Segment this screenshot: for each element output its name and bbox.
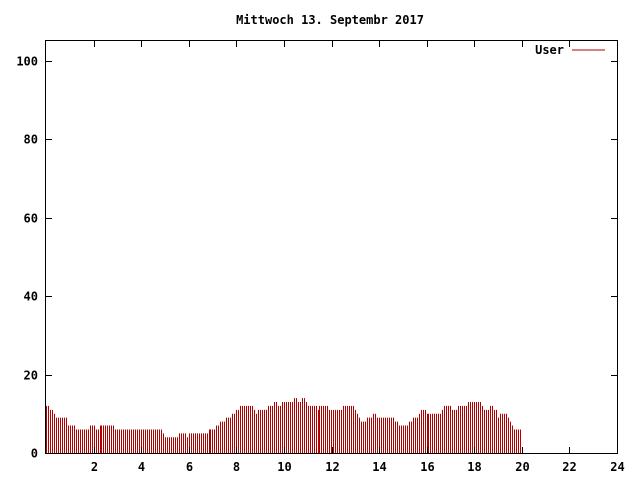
y-tick-label: 60 (24, 212, 38, 226)
chart-title: Mittwoch 13. Septembr 2017 (236, 13, 424, 27)
y-tick-label: 20 (24, 369, 38, 383)
y-tick-label: 40 (24, 290, 38, 304)
x-tick-label: 6 (186, 460, 193, 474)
legend-label-user: User (535, 43, 564, 57)
x-tick-label: 8 (233, 460, 240, 474)
y-tick-label: 100 (16, 55, 38, 69)
y-tick-label: 0 (31, 447, 38, 461)
x-tick-label: 2 (91, 460, 98, 474)
x-tick-label: 20 (515, 460, 529, 474)
x-tick-label: 12 (325, 460, 339, 474)
x-tick-label: 24 (610, 460, 624, 474)
x-tick-label: 18 (467, 460, 481, 474)
legend: User (535, 43, 605, 57)
plot-border (45, 40, 618, 454)
y-tick-label: 80 (24, 133, 38, 147)
x-tick-label: 16 (420, 460, 434, 474)
x-tick-label: 4 (138, 460, 145, 474)
x-tick-label: 10 (277, 460, 291, 474)
x-tick-label: 14 (372, 460, 386, 474)
bars-layer (46, 398, 521, 453)
x-tick-label: 22 (562, 460, 576, 474)
